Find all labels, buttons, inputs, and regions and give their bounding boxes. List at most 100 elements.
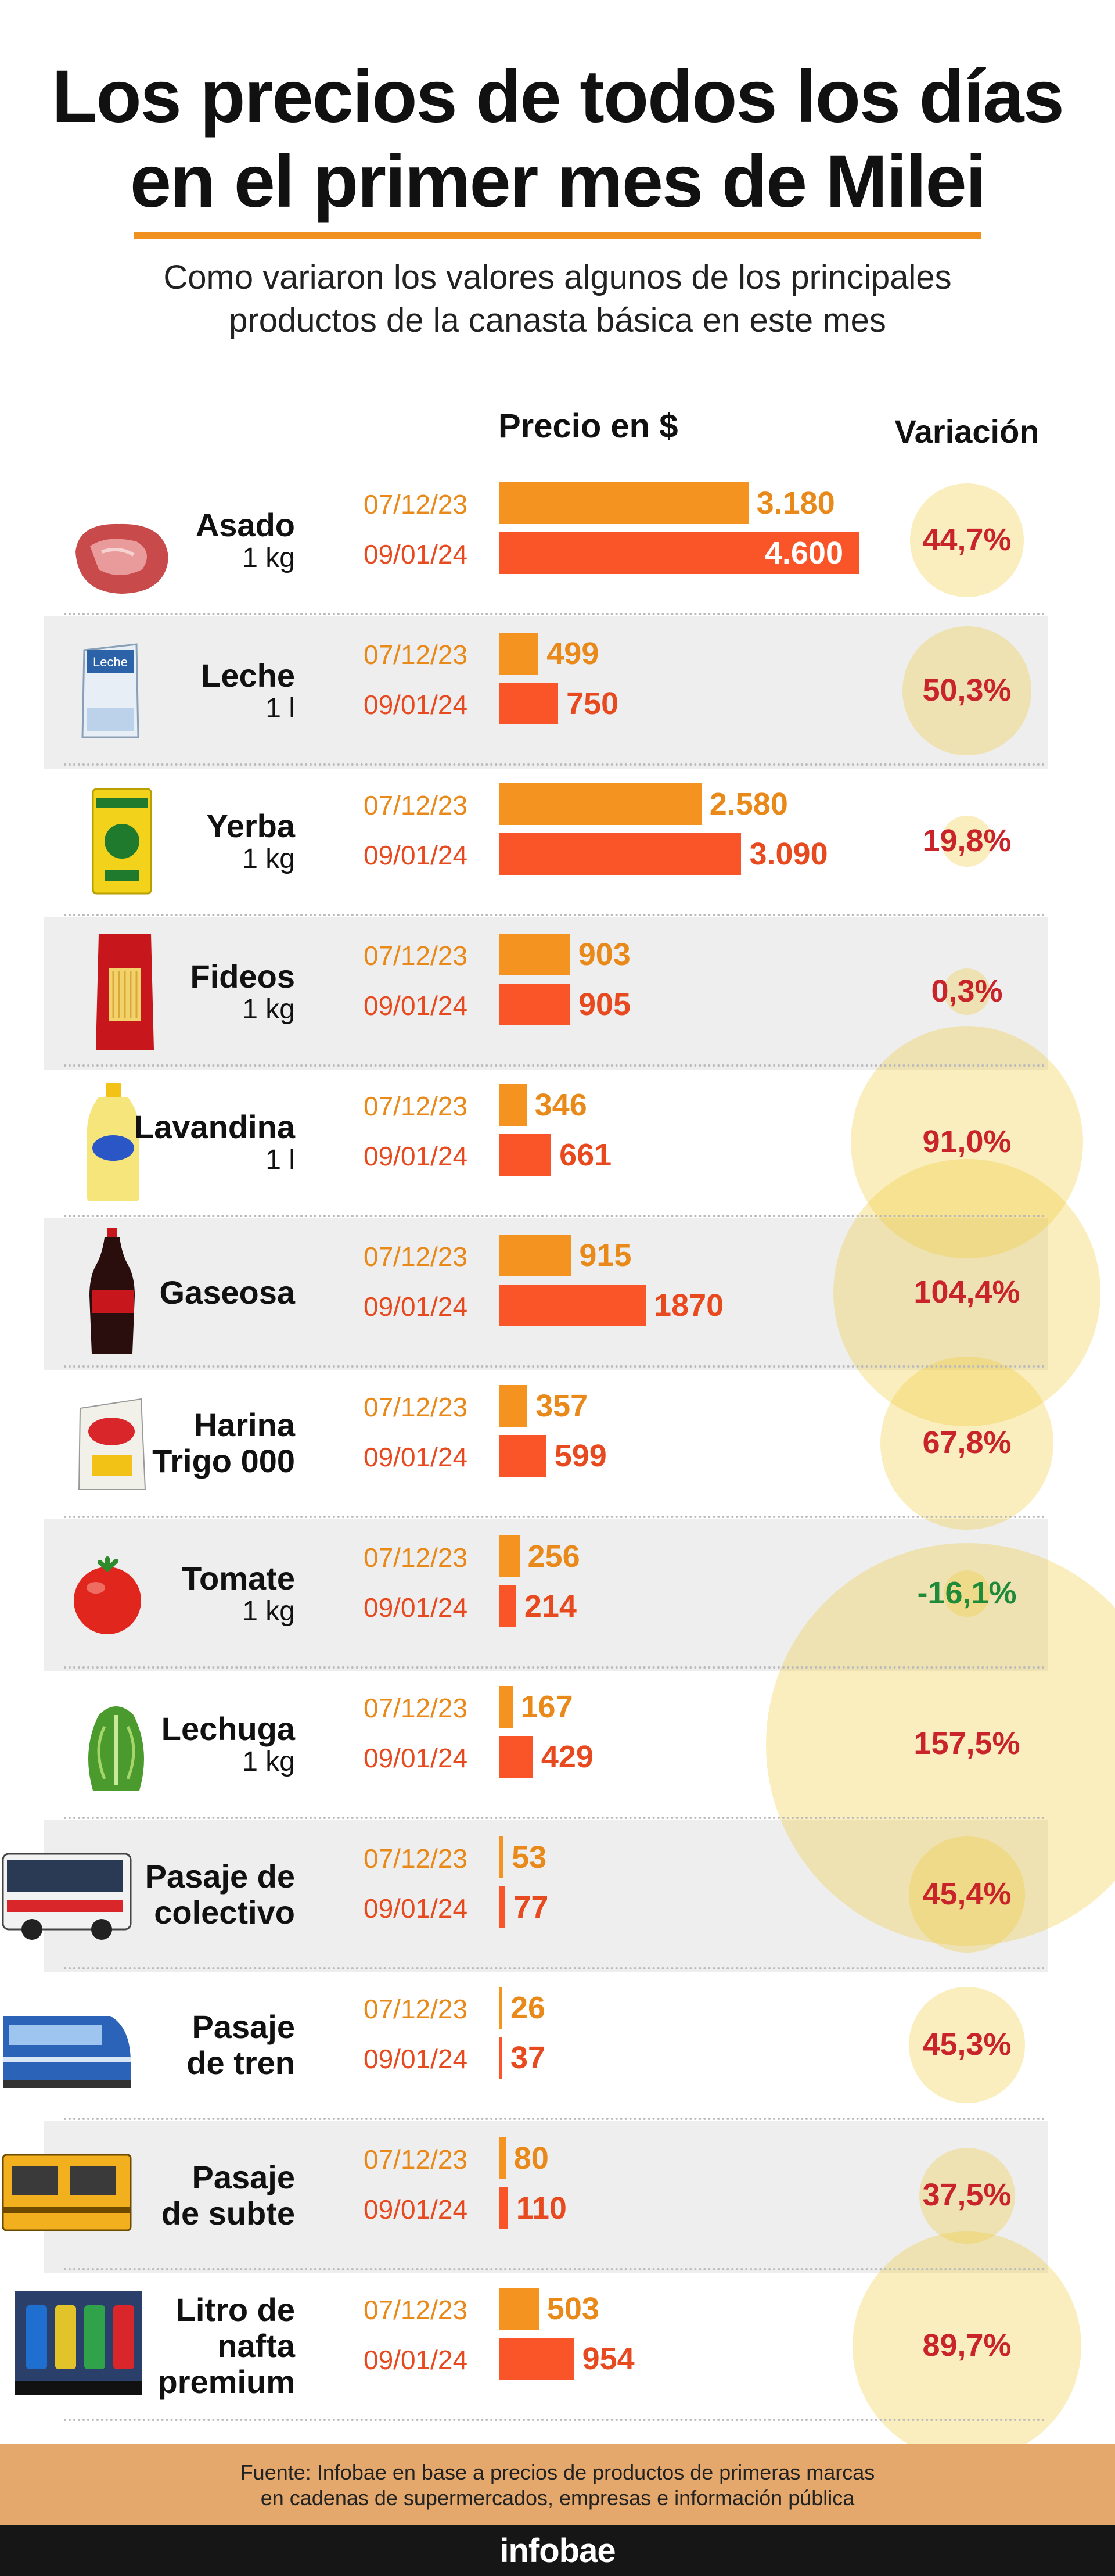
- product-name: Pasaje: [192, 2159, 296, 2195]
- lavandina-icon: [81, 1078, 145, 1209]
- product-name: Fideos: [190, 958, 295, 995]
- product-name: Leche: [201, 657, 295, 694]
- row-separator: [64, 1817, 1045, 1819]
- date-label: 07/12/23: [364, 1242, 468, 1272]
- variation-label: 19,8%: [922, 823, 1012, 858]
- bar-value-label: 357: [535, 1389, 588, 1423]
- bar-value-label: 1870: [654, 1288, 724, 1323]
- price-bar: [499, 1736, 533, 1778]
- bar-value-label: 37: [510, 2040, 546, 2075]
- gaseosa-icon: [86, 1226, 138, 1362]
- date-label: 09/01/24: [364, 2345, 468, 2375]
- product-name: Asado: [195, 507, 295, 543]
- product-name: Harina: [193, 1407, 295, 1443]
- bar-value-label: 214: [524, 1589, 577, 1624]
- row-separator: [64, 613, 1045, 615]
- product-name: Pasaje: [192, 2008, 296, 2045]
- price-bar: [499, 633, 539, 675]
- price-bar: [499, 984, 570, 1025]
- row-separator: [64, 2118, 1045, 2120]
- variation-bubble: [765, 1542, 1115, 1946]
- variation-label: -16,1%: [917, 1576, 1017, 1610]
- variation-label: 157,5%: [913, 1726, 1020, 1761]
- product-name: Lechuga: [161, 1710, 295, 1747]
- bar-value-label: 53: [512, 1840, 547, 1875]
- row-separator: [64, 2268, 1045, 2270]
- price-bar: [499, 1285, 646, 1326]
- subte-icon: [0, 2143, 134, 2245]
- variation-bubble: [909, 1836, 1025, 1953]
- bar-value-label: 915: [579, 1238, 632, 1273]
- date-label: 07/12/23: [364, 1994, 468, 2024]
- variation-label: 50,3%: [922, 673, 1012, 708]
- product-name: de subte: [161, 2195, 295, 2231]
- variation-column-header: Variación: [894, 413, 1040, 450]
- tomate-icon: [64, 1553, 151, 1643]
- brand-band: [0, 2525, 1115, 2576]
- fideos-icon: [87, 928, 163, 1059]
- product-name: colectivo: [154, 1894, 295, 1931]
- date-label: 07/12/23: [364, 941, 468, 971]
- product-name: Trigo 000: [152, 1443, 295, 1479]
- variation-label: 44,7%: [922, 522, 1012, 557]
- price-bar: [499, 1886, 506, 1928]
- product-name: Lavandina: [134, 1108, 295, 1145]
- price-bar: [499, 1836, 504, 1878]
- variation-bubble: [833, 1159, 1100, 1426]
- variation-label: 45,4%: [922, 1877, 1012, 1911]
- variation-label: 37,5%: [922, 2177, 1012, 2212]
- chart-subtitle-line2: productos de la canasta básica en este m…: [229, 302, 886, 339]
- row-separator: [64, 763, 1045, 766]
- date-label: 09/01/24: [364, 1141, 468, 1171]
- tren-icon: [0, 1999, 134, 2100]
- price-bar: [499, 1535, 520, 1577]
- brand-logo: infobae: [499, 2532, 616, 2570]
- variation-bubble: [880, 1356, 1054, 1530]
- bar-value-label: 429: [541, 1739, 594, 1774]
- leche-icon: Leche: [70, 638, 151, 746]
- row-separator: [64, 1666, 1045, 1669]
- variation-label: 45,3%: [922, 2027, 1012, 2062]
- row-separator: [64, 1967, 1045, 1969]
- bar-value-label: 503: [546, 2291, 599, 2326]
- date-label: 07/12/23: [364, 1542, 468, 1573]
- product-name: de tren: [186, 2044, 295, 2081]
- product-name: Gaseosa: [159, 1274, 296, 1311]
- product-name: Yerba: [206, 808, 295, 844]
- price-bar: [499, 1585, 516, 1627]
- date-label: 09/01/24: [364, 1291, 468, 1322]
- bar-value-label: 256: [527, 1539, 580, 1574]
- price-bar: [499, 1686, 513, 1728]
- date-label: 07/12/23: [364, 790, 468, 820]
- bar-value-label: 905: [578, 987, 631, 1022]
- date-label: 09/01/24: [364, 2044, 468, 2074]
- product-unit: 1 kg: [242, 1746, 295, 1777]
- price-bar: [499, 1235, 571, 1276]
- product-name: Litro de: [175, 2291, 295, 2328]
- date-label: 09/01/24: [364, 1893, 468, 1924]
- bar-value-label: 599: [554, 1438, 607, 1473]
- source-band: [0, 2444, 1115, 2525]
- price-bar: [499, 1084, 527, 1126]
- date-label: 09/01/24: [364, 1743, 468, 1773]
- bar-value-label: 3.090: [749, 837, 828, 871]
- price-bar: [499, 2187, 508, 2229]
- bar-value-label: 499: [546, 636, 599, 671]
- chart-title-line2: en el primer mes de Milei: [130, 140, 986, 223]
- bar-value-label: 750: [566, 686, 619, 721]
- product-unit: 1 l: [265, 1145, 295, 1175]
- product-name: Pasaje de: [145, 1858, 295, 1895]
- variation-bubble: [909, 483, 1024, 598]
- date-label: 07/12/23: [364, 1392, 468, 1422]
- price-column-header: Precio en $: [498, 407, 678, 445]
- asado-icon: [67, 511, 177, 607]
- product-name: Tomate: [182, 1560, 295, 1596]
- date-label: 09/01/24: [364, 840, 468, 870]
- harina-icon: [69, 1391, 156, 1498]
- variation-label: 89,7%: [922, 2328, 1012, 2363]
- date-label: 09/01/24: [364, 690, 468, 720]
- colectivo-icon: [0, 1842, 134, 1950]
- date-label: 07/12/23: [364, 1693, 468, 1723]
- row-separator: [64, 1215, 1045, 1217]
- variation-bubble: [902, 626, 1031, 755]
